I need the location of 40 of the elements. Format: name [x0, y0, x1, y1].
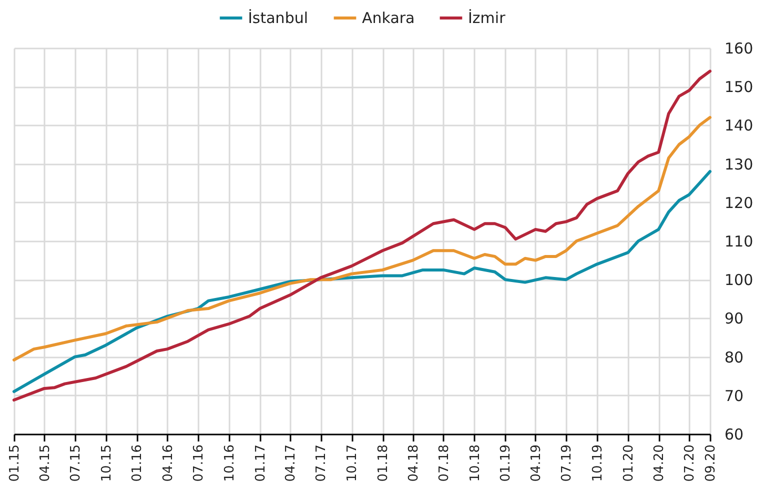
- x-tick-label: 04.19: [528, 444, 544, 482]
- y-tick-label: 140: [724, 116, 754, 135]
- x-tick-label: 04.15: [38, 444, 53, 482]
- y-tick-label: 100: [724, 271, 754, 290]
- y-tick-label: 160: [724, 40, 754, 58]
- x-tick-label: 01.20: [621, 444, 636, 482]
- line-series: [12, 70, 712, 402]
- y-tick-label: 80: [724, 348, 744, 366]
- line-series: [12, 116, 712, 362]
- x-tick-label: 10.15: [99, 444, 114, 482]
- y-tick-label: 60: [724, 426, 744, 444]
- x-tick-label: 07.17: [314, 444, 330, 482]
- x-tick-label: 01.16: [130, 444, 146, 482]
- y-tick-label: 90: [724, 310, 744, 328]
- x-tick-label: 01.19: [498, 444, 514, 482]
- x-tick-label: 07.18: [436, 444, 452, 482]
- x-tick-label: 07.20: [682, 444, 698, 482]
- y-tick-label: 110: [724, 232, 754, 250]
- x-tick-label: 04.18: [406, 444, 422, 482]
- x-tick-label: 09.20: [704, 444, 718, 482]
- x-tick-label: 01.15: [8, 444, 22, 482]
- y-tick-label: 130: [724, 155, 754, 174]
- x-tick-label: 10.16: [222, 444, 238, 482]
- x-tick-label: 07.19: [560, 444, 575, 482]
- x-tick-label: 04.16: [160, 444, 176, 482]
- legend-label: İzmir: [468, 9, 506, 27]
- x-tick-label: 10.18: [468, 444, 483, 482]
- y-tick-label: 70: [724, 386, 744, 405]
- x-tick-label: 07.15: [68, 444, 84, 482]
- legend-label: İstanbul: [248, 9, 308, 27]
- x-tick-label: 10.19: [590, 444, 606, 482]
- y-tick-label: 120: [724, 194, 754, 212]
- x-tick-label: 04.20: [652, 444, 668, 482]
- x-tick-label: 01.18: [376, 444, 392, 482]
- legend-label: Ankara: [362, 9, 415, 27]
- x-tick-label: 07.16: [191, 444, 206, 482]
- y-tick-label: 150: [724, 78, 754, 96]
- x-tick-label: 01.17: [253, 444, 268, 482]
- x-tick-label: 10.17: [345, 444, 360, 482]
- x-tick-label: 04.17: [284, 444, 299, 482]
